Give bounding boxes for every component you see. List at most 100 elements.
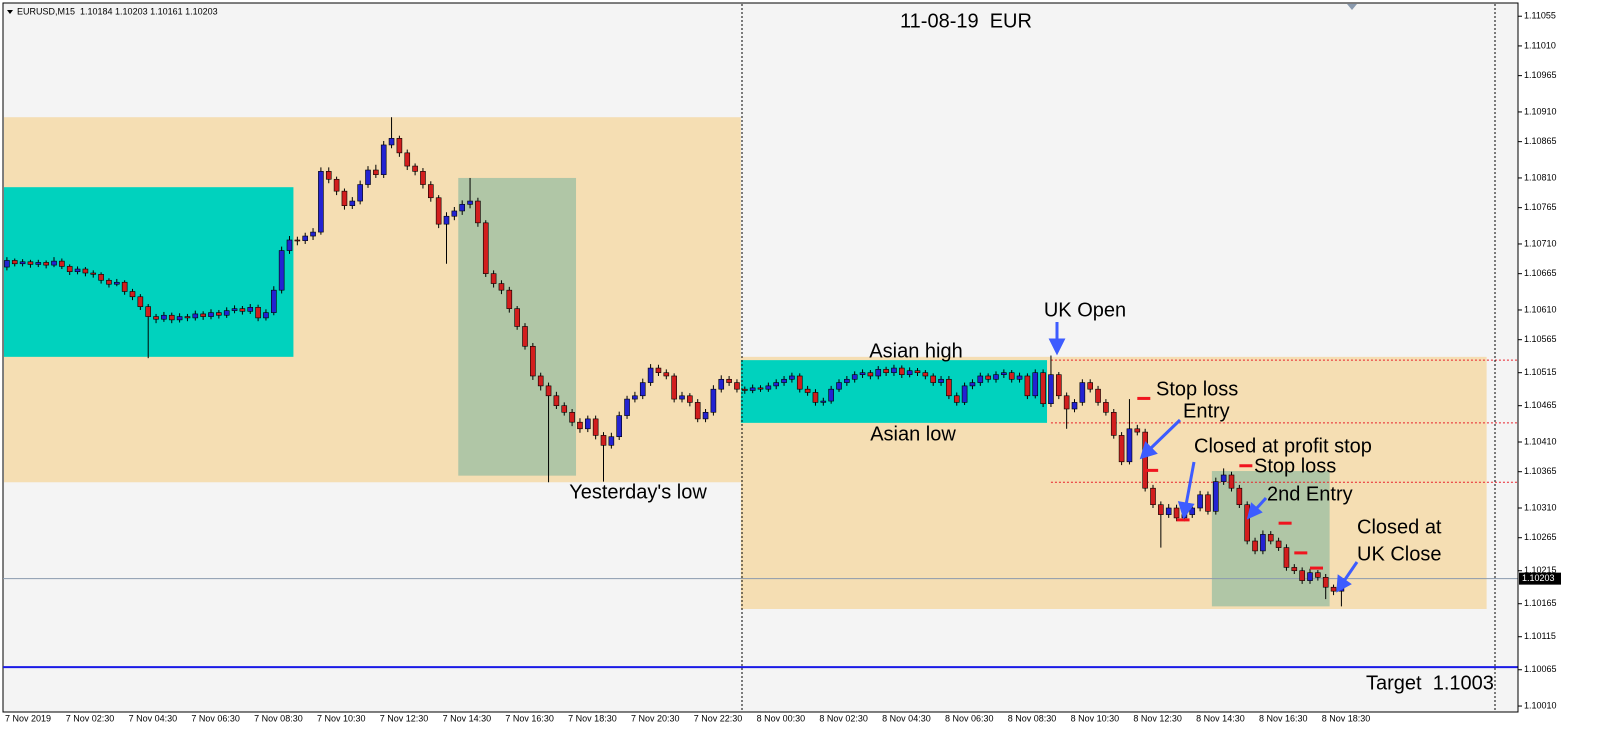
candle-body [647,367,654,383]
candle-body [82,268,89,274]
arrow-head [1336,574,1352,593]
arrow-head [1177,501,1195,520]
candle-body [435,197,442,225]
candle-body [875,369,882,377]
candle-body [1244,504,1250,542]
candle-body [74,268,81,272]
candle-body [1299,570,1305,581]
candle-body [459,204,466,212]
candle-body [898,367,905,375]
candle-body [490,273,497,284]
y-tick-label: 1.10215 [1524,565,1557,575]
candle-body [1001,372,1007,375]
candle-body [914,370,921,373]
y-tick-label: 1.11010 [1524,40,1556,50]
candle-body [208,312,214,317]
candle-body [90,272,97,275]
candle-body [1110,411,1117,436]
candle-body [561,405,568,413]
y-tick-label: 1.10410 [1524,436,1557,446]
candle-body [1103,402,1109,413]
x-tick-label: 8 Nov 00:30 [757,713,806,723]
candle-body [129,291,136,298]
candle-body [946,378,952,397]
candle-body [1032,372,1039,397]
candle-body [294,239,301,242]
candle-body [420,171,426,185]
candle-body [671,375,677,400]
x-tick-label: 7 Nov 18:30 [568,713,617,723]
candle-body [891,367,897,373]
candle-body [341,190,348,206]
y-tick-label: 1.10665 [1524,268,1557,278]
annotation: Target 1.1003 [1366,672,1494,694]
candle-body [781,378,787,383]
candle-body [51,260,57,266]
candle-body [145,306,151,317]
candle-body [741,388,748,391]
annotation: Asian high [869,340,962,362]
annotation: 2nd Entry [1267,483,1353,505]
candle-body [679,395,685,400]
arrows [1048,322,1359,593]
candle-body [4,260,10,268]
candle-body [255,307,261,319]
candle-body [1275,540,1282,548]
candle-body [1291,567,1298,572]
y-tick-label: 1.10310 [1524,502,1557,512]
candle-body [577,421,583,430]
candle-body [427,184,434,199]
candle-body [977,375,984,383]
candle-body [482,222,489,274]
annotation: Stop loss [1156,378,1238,400]
candle-body [1008,372,1015,380]
candle-body [1228,474,1235,489]
annotation: Yesterday's low [569,481,707,503]
x-tick-label: 8 Nov 06:30 [945,713,994,723]
candle-body [223,310,230,316]
candle-body [828,388,834,402]
candle-body [616,415,623,438]
arrow-head [1246,502,1263,520]
candle-body [993,374,999,380]
x-tick-label: 8 Nov 14:30 [1196,713,1245,723]
candle-body [1048,374,1054,405]
candle-body [325,171,332,180]
x-tick-label: 8 Nov 18:30 [1322,713,1371,723]
candle-body [592,418,599,436]
candle-body [734,382,740,390]
candle-body [1260,534,1266,552]
candle-body [545,385,552,397]
candle-body [43,262,49,266]
x-tick-label: 7 Nov 08:30 [254,713,303,723]
candle-body [1189,507,1196,515]
x-tick-label: 8 Nov 02:30 [819,713,868,723]
candle-body [530,345,536,377]
candle-body [1095,388,1101,403]
candle-body [1134,428,1141,433]
candle-body [114,281,120,285]
arrow-head [1048,338,1066,356]
candle-body [1150,487,1156,506]
candle-body [388,138,395,146]
y-tick-label: 1.10810 [1524,172,1557,182]
candle-body [349,200,356,206]
candle-body [1079,382,1086,403]
arrow-head [1139,441,1158,460]
candle-body [867,372,874,377]
candle-body [11,260,18,265]
candle-body [773,382,780,387]
candle-body [200,313,206,317]
annotation: Stop loss [1254,455,1336,477]
axes: 1.11055 1.11010 1.10965 1.10910 1.10865 1.108… [5,3,1561,723]
annotation: UK Open [1044,299,1126,321]
candle-body [726,378,732,383]
candle-body [310,231,316,237]
y-tick-label: 1.10365 [1524,466,1557,476]
candle-body [19,261,26,265]
candle-body [1307,572,1313,581]
candle-body [302,235,309,241]
candle-body [1252,540,1258,552]
y-tick-label: 1.10515 [1524,367,1557,377]
candle-body [812,392,819,403]
